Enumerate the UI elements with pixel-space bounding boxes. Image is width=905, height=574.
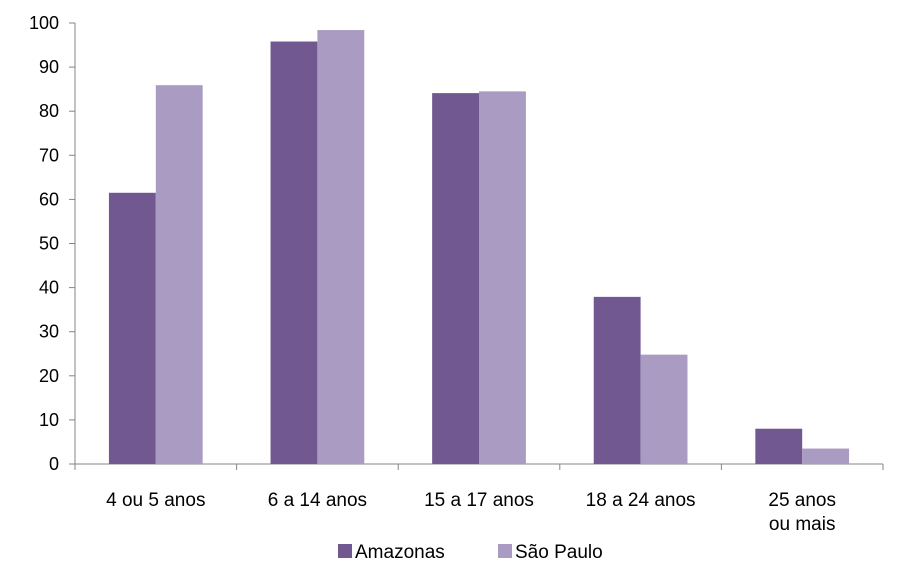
bar-s-o-paulo [479,91,526,464]
bars [108,30,850,464]
bar-amazonas [108,192,156,464]
y-tick-label: 70 [39,145,59,165]
legend-swatch [498,544,512,558]
x-tick-label-line: 6 a 14 anos [268,490,367,511]
x-tick-label-line: 4 ou 5 anos [106,490,205,511]
y-tick-label: 10 [39,410,59,430]
y-tick-label: 40 [39,278,59,298]
bar-amazonas [755,428,803,464]
y-tick-label: 100 [29,13,59,33]
y-tick-label: 50 [39,234,59,254]
y-tick-label: 30 [39,322,59,342]
legend-label: Amazonas [355,542,445,563]
x-tick-label: 25 anos ou mais [768,490,836,535]
x-tick-label: 4 ou 5 anos [106,490,205,511]
y-tick-label: 80 [39,101,59,121]
legend: Amazonas São Paulo [338,542,603,563]
bar-s-o-paulo [317,30,365,464]
bar-s-o-paulo [155,85,203,464]
x-axis: 4 ou 5 anos 6 a 14 anos 15 a 17 anos 18 a 2… [74,463,884,535]
y-tick-label: 60 [39,189,59,209]
legend-swatch [338,544,352,558]
x-tick-label-line: 18 a 24 anos [586,490,696,511]
bar-amazonas [270,41,318,464]
bar-amazonas [593,296,641,464]
legend-label: São Paulo [515,542,603,563]
y-tick-label: 90 [39,57,59,77]
bar-amazonas [432,93,479,464]
x-tick-label: 15 a 17 anos [424,490,534,511]
x-tick-label-line: ou mais [769,514,836,535]
bar-s-o-paulo [802,448,850,464]
bar-s-o-paulo [640,354,688,464]
x-tick-label-line: 15 a 17 anos [424,490,534,511]
x-tick-label: 6 a 14 anos [268,490,367,511]
y-axis: 0 10 20 30 40 50 60 70 80 90 100 [29,13,76,474]
y-tick-label: 0 [49,454,59,474]
y-tick-label: 20 [39,366,59,386]
x-tick-label-line: 25 anos [768,490,836,511]
x-tick-label: 18 a 24 anos [586,490,696,511]
